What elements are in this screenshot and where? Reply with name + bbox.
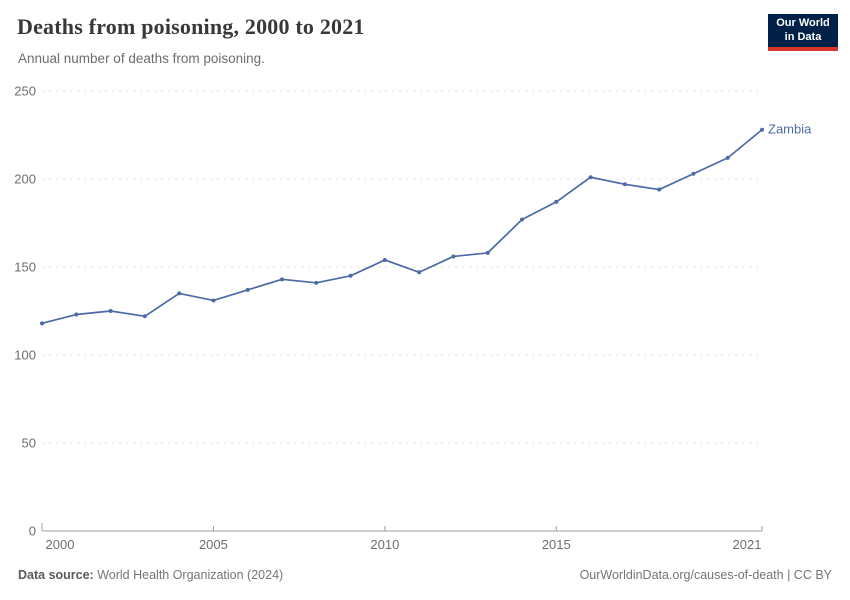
data-point[interactable] bbox=[74, 312, 79, 317]
data-point[interactable] bbox=[40, 321, 44, 326]
data-point[interactable] bbox=[177, 291, 182, 296]
y-tick-label: 150 bbox=[14, 260, 36, 275]
data-point[interactable] bbox=[348, 273, 353, 278]
data-point[interactable] bbox=[451, 254, 456, 259]
data-point[interactable] bbox=[485, 250, 490, 255]
y-tick-label: 250 bbox=[14, 84, 36, 99]
owid-logo-line1: Our World bbox=[776, 16, 830, 29]
data-point[interactable] bbox=[142, 314, 147, 319]
data-point[interactable] bbox=[588, 175, 593, 180]
data-point[interactable] bbox=[725, 155, 730, 160]
y-tick-label: 200 bbox=[14, 172, 36, 187]
data-source: Data source: World Health Organization (… bbox=[18, 568, 283, 582]
x-tick-label: 2010 bbox=[370, 537, 399, 552]
y-tick-label: 50 bbox=[22, 436, 36, 451]
x-tick-label: 2000 bbox=[46, 537, 75, 552]
data-point[interactable] bbox=[280, 277, 284, 282]
data-point[interactable] bbox=[382, 257, 387, 262]
y-tick-label: 100 bbox=[14, 348, 36, 363]
page-subtitle: Annual number of deaths from poisoning. bbox=[18, 51, 265, 66]
x-tick-label: 2005 bbox=[199, 537, 228, 552]
data-source-value: World Health Organization (2024) bbox=[97, 568, 284, 582]
data-point[interactable] bbox=[622, 182, 627, 187]
owid-logo[interactable]: Our World in Data bbox=[768, 14, 838, 51]
data-point[interactable] bbox=[691, 171, 696, 176]
x-tick-label: 2015 bbox=[542, 537, 571, 552]
y-tick-label: 0 bbox=[29, 524, 36, 539]
data-point[interactable] bbox=[520, 217, 524, 222]
data-point[interactable] bbox=[554, 199, 559, 204]
data-point[interactable] bbox=[245, 287, 250, 292]
page-title: Deaths from poisoning, 2000 to 2021 bbox=[17, 14, 365, 39]
trend-line bbox=[41, 128, 763, 325]
data-point[interactable] bbox=[108, 309, 113, 313]
owid-logo-line2: in Data bbox=[784, 30, 822, 43]
credit-link[interactable]: OurWorldinData.org/causes-of-death | CC … bbox=[579, 568, 832, 582]
data-source-label: Data source: bbox=[18, 568, 94, 582]
x-tick-label: 2021 bbox=[733, 537, 762, 552]
data-point[interactable] bbox=[760, 127, 764, 132]
data-point[interactable] bbox=[211, 298, 216, 303]
chart-footer: Data source: World Health Organization (… bbox=[18, 568, 832, 582]
data-point[interactable] bbox=[657, 187, 662, 192]
data-point[interactable] bbox=[314, 280, 319, 285]
series-label[interactable]: Zambia bbox=[768, 122, 812, 137]
data-point[interactable] bbox=[417, 270, 422, 275]
